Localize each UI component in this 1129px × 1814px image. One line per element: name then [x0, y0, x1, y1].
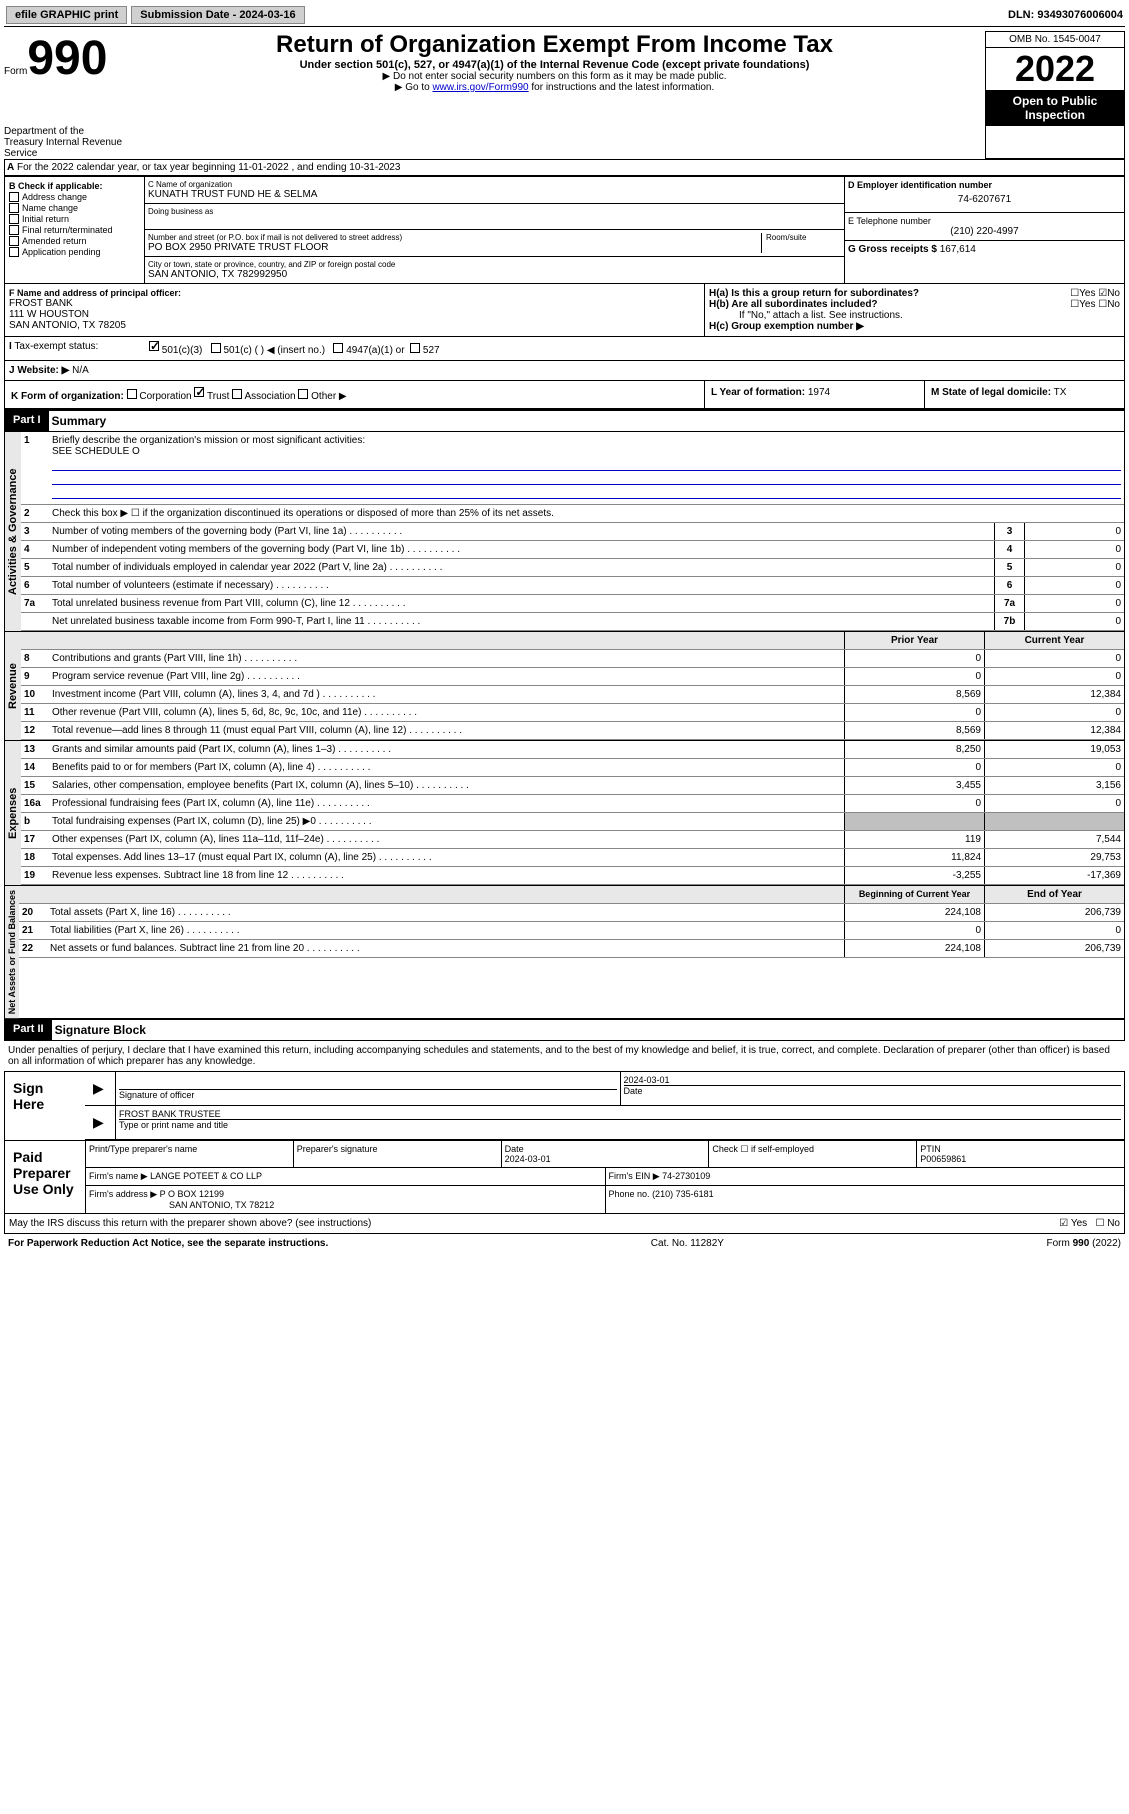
firm-addr2: SAN ANTONIO, TX 78212 [89, 1200, 274, 1210]
checkbox-4947[interactable] [333, 343, 343, 353]
goto-link-row: ▶ Go to www.irs.gov/Form990 for instruct… [128, 82, 981, 93]
side-revenue: Revenue [5, 632, 21, 740]
gov-row: 3 Number of voting members of the govern… [21, 523, 1124, 541]
website: N/A [72, 365, 89, 376]
part2-title: Signature Block [52, 1020, 149, 1040]
officer-title: FROST BANK TRUSTEE [119, 1109, 1121, 1119]
checkbox-527[interactable] [410, 343, 420, 353]
data-row: 10 Investment income (Part VIII, column … [21, 686, 1124, 704]
side-net: Net Assets or Fund Balances [5, 886, 19, 1018]
data-row: 8 Contributions and grants (Part VIII, l… [21, 650, 1124, 668]
form-number-block: Form990 Department of the Treasury Inter… [4, 31, 124, 159]
checkbox-501c3[interactable] [149, 341, 159, 351]
form-version: Form 990 (2022) [1047, 1238, 1121, 1249]
firm-phone: (210) 735-6181 [652, 1189, 714, 1199]
section-b-checkboxes: B Check if applicable: Address change Na… [5, 177, 145, 283]
checkbox-corp[interactable] [127, 389, 137, 399]
year-formation: 1974 [808, 387, 830, 398]
firm-name: LANGE POTEET & CO LLP [150, 1171, 262, 1181]
data-row: 15 Salaries, other compensation, employe… [21, 777, 1124, 795]
firm-ein: 74-2730109 [662, 1171, 710, 1181]
data-row: 9 Program service revenue (Part VIII, li… [21, 668, 1124, 686]
data-row: 16a Professional fundraising fees (Part … [21, 795, 1124, 813]
efile-button[interactable]: efile GRAPHIC print [6, 6, 127, 24]
checkbox-final-return[interactable] [9, 225, 19, 235]
gov-row: 6 Total number of volunteers (estimate i… [21, 577, 1124, 595]
checkbox-501c[interactable] [211, 343, 221, 353]
mission-text: SEE SCHEDULE O [52, 446, 1121, 457]
officer-addr2: SAN ANTONIO, TX 78205 [9, 320, 700, 331]
gov-row: 4 Number of independent voting members o… [21, 541, 1124, 559]
data-row: 17 Other expenses (Part IX, column (A), … [21, 831, 1124, 849]
sign-here-label: Sign Here [5, 1072, 85, 1140]
data-row: 18 Total expenses. Add lines 13–17 (must… [21, 849, 1124, 867]
checkbox-address-change[interactable] [9, 192, 19, 202]
ssn-warning: ▶ Do not enter social security numbers o… [128, 71, 981, 82]
org-city: SAN ANTONIO, TX 782992950 [148, 269, 841, 280]
tax-year: 2022 [986, 48, 1124, 90]
data-row: 14 Benefits paid to or for members (Part… [21, 759, 1124, 777]
officer-name: FROST BANK [9, 298, 700, 309]
pra-notice: For Paperwork Reduction Act Notice, see … [8, 1238, 328, 1249]
form-title: Return of Organization Exempt From Incom… [128, 31, 981, 59]
data-row: b Total fundraising expenses (Part IX, c… [21, 813, 1124, 831]
data-row: 21 Total liabilities (Part X, line 26) 0… [19, 922, 1124, 940]
section-a-tax-year: A For the 2022 calendar year, or tax yea… [4, 159, 1125, 176]
checkbox-name-change[interactable] [9, 203, 19, 213]
declaration-text: Under penalties of perjury, I declare th… [4, 1041, 1125, 1071]
gov-row: 7a Total unrelated business revenue from… [21, 595, 1124, 613]
state-domicile: TX [1054, 387, 1067, 398]
open-public-badge: Open to Public Inspection [986, 90, 1124, 126]
dln: DLN: 93493076006004 [1008, 9, 1123, 21]
cat-no: Cat. No. 11282Y [651, 1238, 724, 1249]
org-address: PO BOX 2950 PRIVATE TRUST FLOOR [148, 242, 761, 253]
checkbox-amended[interactable] [9, 236, 19, 246]
gov-row: Net unrelated business taxable income fr… [21, 613, 1124, 631]
data-row: 13 Grants and similar amounts paid (Part… [21, 741, 1124, 759]
phone: (210) 220-4997 [848, 226, 1121, 237]
part2-header: Part II [5, 1020, 52, 1040]
side-expenses: Expenses [5, 741, 21, 885]
form-subtitle: Under section 501(c), 527, or 4947(a)(1)… [128, 59, 981, 71]
gross-receipts: 167,614 [940, 244, 976, 255]
sig-date: 2024-03-01 [624, 1075, 1122, 1085]
paid-preparer-label: Paid Preparer Use Only [5, 1141, 85, 1213]
top-bar: efile GRAPHIC print Submission Date - 20… [4, 4, 1125, 27]
omb-number: OMB No. 1545-0047 [986, 32, 1124, 48]
checkbox-initial-return[interactable] [9, 214, 19, 224]
side-governance: Activities & Governance [5, 432, 21, 631]
part1-header: Part I [5, 411, 49, 431]
ptin: P00659861 [920, 1154, 966, 1164]
checkbox-other[interactable] [298, 389, 308, 399]
irs-link[interactable]: www.irs.gov/Form990 [432, 82, 528, 93]
officer-addr1: 111 W HOUSTON [9, 309, 700, 320]
data-row: 19 Revenue less expenses. Subtract line … [21, 867, 1124, 885]
ein: 74-6207671 [848, 190, 1121, 209]
data-row: 11 Other revenue (Part VIII, column (A),… [21, 704, 1124, 722]
data-row: 20 Total assets (Part X, line 16) 224,10… [19, 904, 1124, 922]
submission-date: Submission Date - 2024-03-16 [131, 6, 304, 24]
firm-addr1: P O BOX 12199 [160, 1189, 224, 1199]
checkbox-trust[interactable] [194, 387, 204, 397]
part1-title: Summary [49, 411, 110, 431]
data-row: 12 Total revenue—add lines 8 through 11 … [21, 722, 1124, 740]
checkbox-assoc[interactable] [232, 389, 242, 399]
gov-row: 5 Total number of individuals employed i… [21, 559, 1124, 577]
checkbox-app-pending[interactable] [9, 247, 19, 257]
org-name: KUNATH TRUST FUND HE & SELMA [148, 189, 841, 200]
data-row: 22 Net assets or fund balances. Subtract… [19, 940, 1124, 958]
